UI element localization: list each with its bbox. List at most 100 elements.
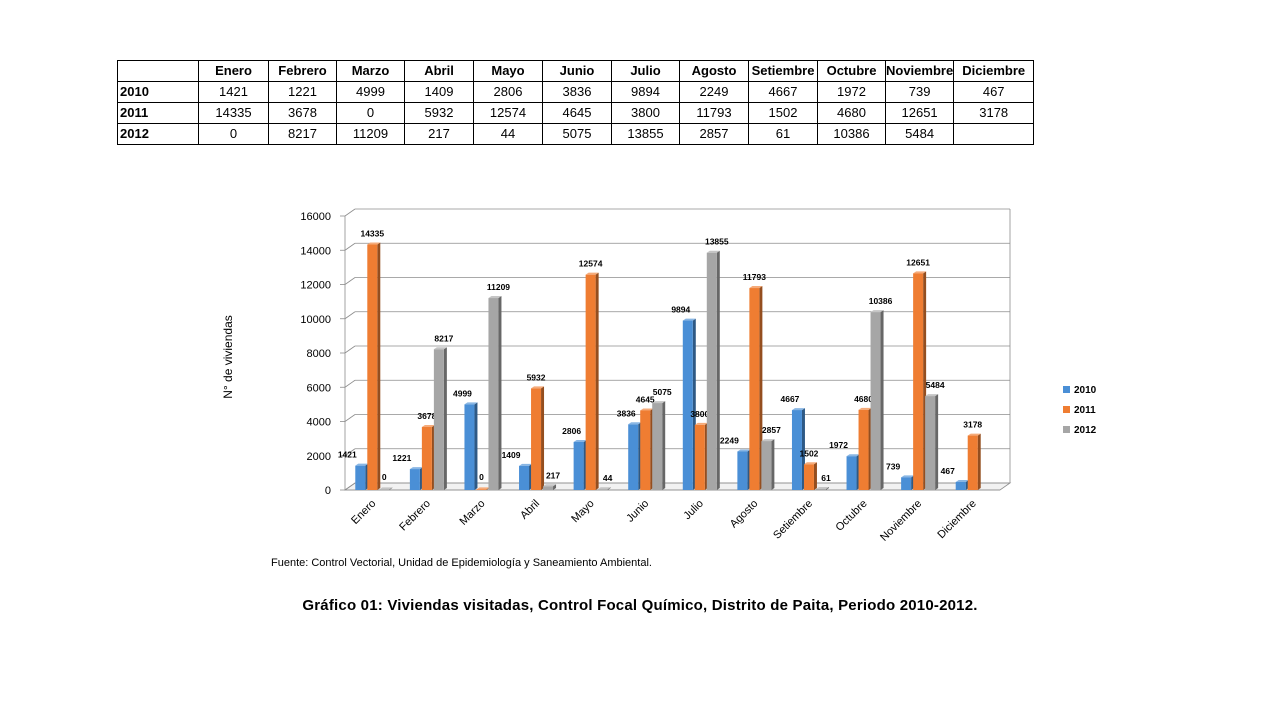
bar-2012-abril: [543, 484, 557, 490]
y-tick-label: 2000: [307, 451, 331, 463]
table-cell: 9894: [611, 81, 680, 103]
data-label: 2806: [562, 426, 581, 436]
y-gridline: [340, 311, 1010, 320]
source-note: Fuente: Control Vectorial, Unidad de Epi…: [271, 557, 652, 569]
table-cell: 44: [473, 123, 543, 145]
data-label: 12651: [906, 257, 930, 267]
table-cell: 5075: [542, 123, 612, 145]
data-label: 5484: [926, 380, 945, 390]
y-tick-label: 0: [325, 485, 331, 497]
bar-2012-junio: [652, 401, 666, 490]
y-gridline: [340, 448, 1010, 457]
bar-2011-octubre: [858, 407, 872, 490]
data-label: 44: [603, 473, 613, 483]
data-label: 4645: [636, 394, 655, 404]
data-label: 739: [886, 461, 900, 471]
data-label: 2857: [762, 425, 781, 435]
table-cell: 10386: [817, 123, 886, 145]
bar-2010-julio: [682, 318, 696, 490]
y-tick-label: 4000: [307, 417, 331, 429]
x-tick-label: Noviembre: [878, 498, 924, 544]
y-gridline: [340, 277, 1010, 285]
bar-2011-mayo: [585, 272, 599, 490]
legend-item-2010: 2010: [1063, 385, 1097, 396]
data-label: 0: [382, 472, 387, 482]
chart-walls: [343, 209, 1012, 491]
data-label: 11209: [487, 282, 510, 292]
x-tick-label: Agosto: [728, 498, 761, 531]
table-cell: 2249: [679, 81, 749, 103]
bar-2012-enero: [379, 487, 393, 490]
svg-text:2012: 2012: [1074, 425, 1097, 436]
x-tick-label: Enero: [349, 498, 378, 527]
y-gridline: [340, 208, 1010, 217]
bar-2011-enero: [367, 242, 381, 490]
svg-text:2010: 2010: [1074, 385, 1097, 396]
bar-2010-agosto: [737, 449, 751, 490]
data-label: 8217: [434, 333, 453, 343]
bar-2011-julio: [694, 422, 708, 490]
data-label: 1409: [502, 450, 521, 460]
bar-2011-junio: [640, 408, 654, 490]
bar-2012-mayo: [597, 487, 611, 490]
x-tick-label: Abril: [518, 498, 542, 522]
data-label: 1421: [338, 450, 357, 460]
bar-2010-junio: [628, 422, 642, 490]
table-header-cell: Julio: [611, 60, 680, 82]
data-label: 3678: [417, 411, 436, 421]
figure-caption: Gráfico 01: Viviendas visitadas, Control…: [302, 597, 978, 614]
data-label: 61: [821, 473, 831, 483]
table-cell: 61: [748, 123, 818, 145]
table-cell: 11209: [336, 123, 405, 145]
data-label: 10386: [869, 296, 893, 306]
table-cell: 13855: [611, 123, 680, 145]
bar-2012-julio: [706, 250, 720, 490]
x-tick-label: Octubre: [834, 498, 870, 534]
table-cell: 3678: [268, 102, 337, 124]
bar-2010-febrero: [409, 467, 423, 490]
table-row-year: 2012: [117, 123, 199, 145]
data-label: 1221: [392, 453, 411, 463]
bar-2011-agosto: [749, 286, 763, 490]
svg-text:2011: 2011: [1074, 405, 1096, 416]
data-label: 5075: [653, 387, 672, 397]
table-header-row: Enero Febrero Marzo Abril Mayo Junio Julio Agos…: [117, 60, 1035, 82]
bar-2012-agosto: [761, 439, 775, 490]
table-row: 2012 0 8217 11209 217 44 5075 13855 2857 61 10386 5…: [117, 123, 1035, 145]
y-gridline: [340, 345, 1010, 354]
bar-2012-octubre: [870, 310, 884, 490]
y-tick-label: 14000: [300, 245, 331, 257]
table-cell: 14335: [198, 102, 269, 124]
table-cell: 4667: [748, 81, 818, 103]
data-label: 9894: [671, 305, 690, 315]
bar-2010-diciembre: [955, 480, 969, 490]
y-tick-label: 6000: [307, 382, 331, 394]
data-label: 467: [941, 466, 955, 476]
data-label: 3178: [963, 420, 982, 430]
data-label: 1972: [829, 440, 848, 450]
bar-2011-abril: [531, 386, 545, 490]
data-label: 2249: [720, 435, 739, 445]
y-axis-label: N° de viviendas: [221, 315, 235, 399]
data-label: 4680: [854, 394, 873, 404]
y-tick-label: 10000: [300, 314, 331, 326]
data-label: 1502: [799, 448, 818, 458]
bar-2012-marzo: [488, 296, 502, 490]
y-gridline: [340, 242, 1010, 251]
y-tick-label: 12000: [300, 280, 331, 292]
bar-2010-octubre: [846, 454, 860, 490]
x-tick-label: Febrero: [397, 498, 433, 534]
bar-2010-abril: [519, 463, 533, 490]
bar-2011-febrero: [421, 425, 435, 490]
legend: 2010 2011 2012: [1063, 385, 1097, 436]
y-gridline: [340, 482, 1010, 491]
table-cell: 1409: [404, 81, 474, 103]
data-label: 217: [546, 470, 560, 480]
table-header-cell: Mayo: [473, 60, 543, 82]
data-label: 11793: [743, 272, 766, 282]
x-tick-label: Setiembre: [771, 498, 815, 542]
x-tick-label: Julio: [681, 498, 705, 522]
y-gridline: [340, 414, 1010, 422]
legend-item-2011: 2011: [1063, 405, 1096, 416]
table-row: 2010 1421 1221 4999 1409 2806 3836 9894 2249 4667…: [117, 81, 1035, 103]
